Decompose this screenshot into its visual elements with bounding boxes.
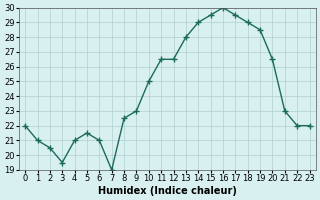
X-axis label: Humidex (Indice chaleur): Humidex (Indice chaleur) [98, 186, 237, 196]
